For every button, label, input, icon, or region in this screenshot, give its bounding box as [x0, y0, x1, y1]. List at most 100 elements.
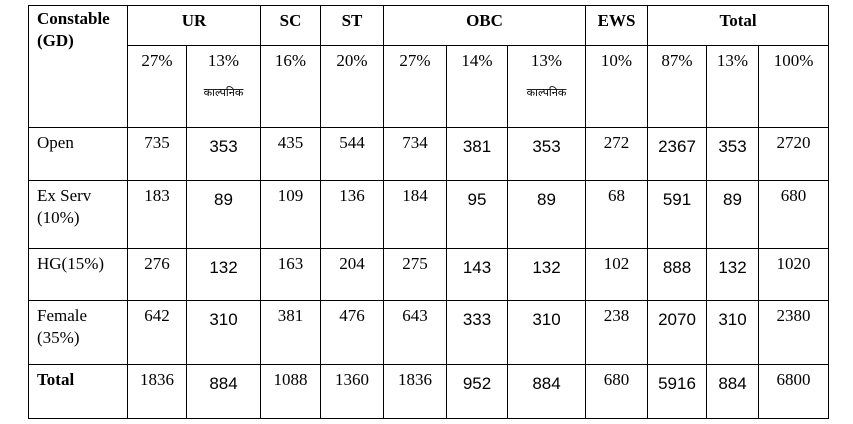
header-cell: UR — [127, 5, 261, 46]
value-cell: 204 — [320, 248, 384, 301]
value-cell: 183 — [127, 180, 187, 249]
value-cell: 276 — [127, 248, 187, 301]
value-cell: 333 — [446, 300, 508, 365]
subheader-cell: 13% — [706, 45, 760, 128]
percent: 87% — [661, 51, 693, 70]
header-cell: ST — [320, 5, 384, 46]
value-cell: 310 — [506, 300, 587, 365]
value-cell: 381 — [260, 300, 321, 365]
value-cell: 272 — [585, 127, 649, 181]
percent: 13% — [530, 51, 563, 70]
data-row: HG(15%) 276 132 163 204 275 143 132 102 888 132 102… — [28, 248, 830, 301]
subheader-cell: 16% — [260, 45, 321, 128]
value-cell: 102 — [585, 248, 649, 301]
header-corner: Constable (GD) — [28, 5, 128, 128]
subheader-row: 27% 13% काल्पनिक 16% 20% 27% 14% 13% काल्पनिक 10%… — [29, 45, 830, 128]
data-row: Open 735 353 435 544 734 381 353 272 2367 353 2720 — [28, 127, 830, 181]
value-cell: 884 — [186, 364, 261, 419]
row-label: HG(15%) — [28, 248, 128, 301]
value-cell: 642 — [127, 300, 187, 365]
value-cell: 643 — [383, 300, 447, 365]
value-cell: 353 — [186, 127, 261, 181]
value-cell: 310 — [706, 300, 760, 365]
subheader-cell: 27% — [383, 45, 447, 128]
value-cell: 353 — [706, 127, 760, 181]
value-cell: 2367 — [647, 127, 708, 181]
value-cell: 1088 — [260, 364, 321, 419]
row-label: Female (35%) — [28, 300, 128, 365]
percent: 27% — [141, 51, 173, 70]
subheader-cell: 10% — [585, 45, 649, 128]
value-cell: 184 — [383, 180, 447, 249]
value-cell: 2070 — [647, 300, 708, 365]
value-cell: 238 — [585, 300, 649, 365]
percent: 20% — [336, 51, 368, 70]
quota-table: Constable (GD) UR SC ST OBC EWS Total 27% 13% काल… — [28, 5, 830, 419]
data-row: Total 1836 884 1088 1360 1836 952 884 680 5916 884… — [28, 364, 830, 419]
row-label: Open — [28, 127, 128, 181]
value-cell: 591 — [647, 180, 708, 249]
value-cell: 952 — [446, 364, 508, 419]
percent: 13% — [716, 51, 749, 70]
value-cell: 1836 — [383, 364, 447, 419]
percent: 13% — [207, 51, 240, 70]
value-cell: 143 — [446, 248, 508, 301]
percent: 16% — [274, 51, 307, 70]
value-cell: 2380 — [758, 300, 830, 365]
percent: 100% — [773, 51, 814, 70]
value-cell: 435 — [260, 127, 321, 181]
value-cell: 89 — [186, 180, 261, 249]
percent: 10% — [600, 51, 633, 70]
value-cell: 680 — [758, 180, 830, 249]
header-row: Constable (GD) UR SC ST OBC EWS Total — [28, 5, 830, 128]
value-cell: 89 — [706, 180, 760, 249]
subheader-cell: 13% काल्पनिक — [506, 45, 587, 128]
value-cell: 680 — [585, 364, 649, 419]
value-cell: 136 — [320, 180, 384, 249]
value-cell: 163 — [260, 248, 321, 301]
value-cell: 68 — [585, 180, 649, 249]
note: काल्पनिक — [203, 86, 244, 99]
data-row: Ex Serv (10%) 183 89 109 136 184 95 89 68 591 89 68… — [28, 180, 830, 249]
header-cell: SC — [260, 5, 321, 46]
subheader-cell: 100% — [758, 45, 830, 128]
subheader-cell: 13% काल्पनिक — [186, 45, 261, 128]
note: काल्पनिक — [526, 86, 567, 99]
header-cell: OBC — [382, 5, 587, 46]
header-cell: Total — [647, 5, 830, 46]
value-cell: 89 — [506, 180, 587, 249]
value-cell: 888 — [647, 248, 708, 301]
value-cell: 109 — [260, 180, 321, 249]
row-label: Total — [28, 364, 128, 419]
value-cell: 310 — [186, 300, 261, 365]
data-row: Female (35%) 642 310 381 476 643 333 310 238 2070… — [28, 300, 830, 365]
percent: 27% — [399, 51, 431, 70]
value-cell: 5916 — [647, 364, 708, 419]
row-label: Ex Serv (10%) — [28, 180, 128, 249]
value-cell: 476 — [320, 300, 384, 365]
subheader-cell: 14% — [446, 45, 508, 128]
value-cell: 381 — [446, 127, 508, 181]
value-cell: 6800 — [758, 364, 830, 419]
subheader-cell: 27% — [127, 45, 187, 128]
subheader-cell: 20% — [320, 45, 384, 128]
value-cell: 1020 — [758, 248, 830, 301]
value-cell: 132 — [186, 248, 261, 301]
value-cell: 275 — [383, 248, 447, 301]
header-cell: EWS — [585, 5, 649, 46]
value-cell: 1360 — [320, 364, 384, 419]
value-cell: 2720 — [758, 127, 830, 181]
value-cell: 884 — [506, 364, 587, 419]
value-cell: 884 — [706, 364, 760, 419]
value-cell: 544 — [320, 127, 384, 181]
value-cell: 734 — [383, 127, 447, 181]
value-cell: 132 — [506, 248, 587, 301]
subheader-cell: 87% — [647, 45, 708, 128]
percent: 14% — [461, 51, 493, 70]
value-cell: 1836 — [127, 364, 187, 419]
value-cell: 735 — [127, 127, 187, 181]
value-cell: 95 — [446, 180, 508, 249]
value-cell: 132 — [706, 248, 760, 301]
value-cell: 353 — [506, 127, 587, 181]
